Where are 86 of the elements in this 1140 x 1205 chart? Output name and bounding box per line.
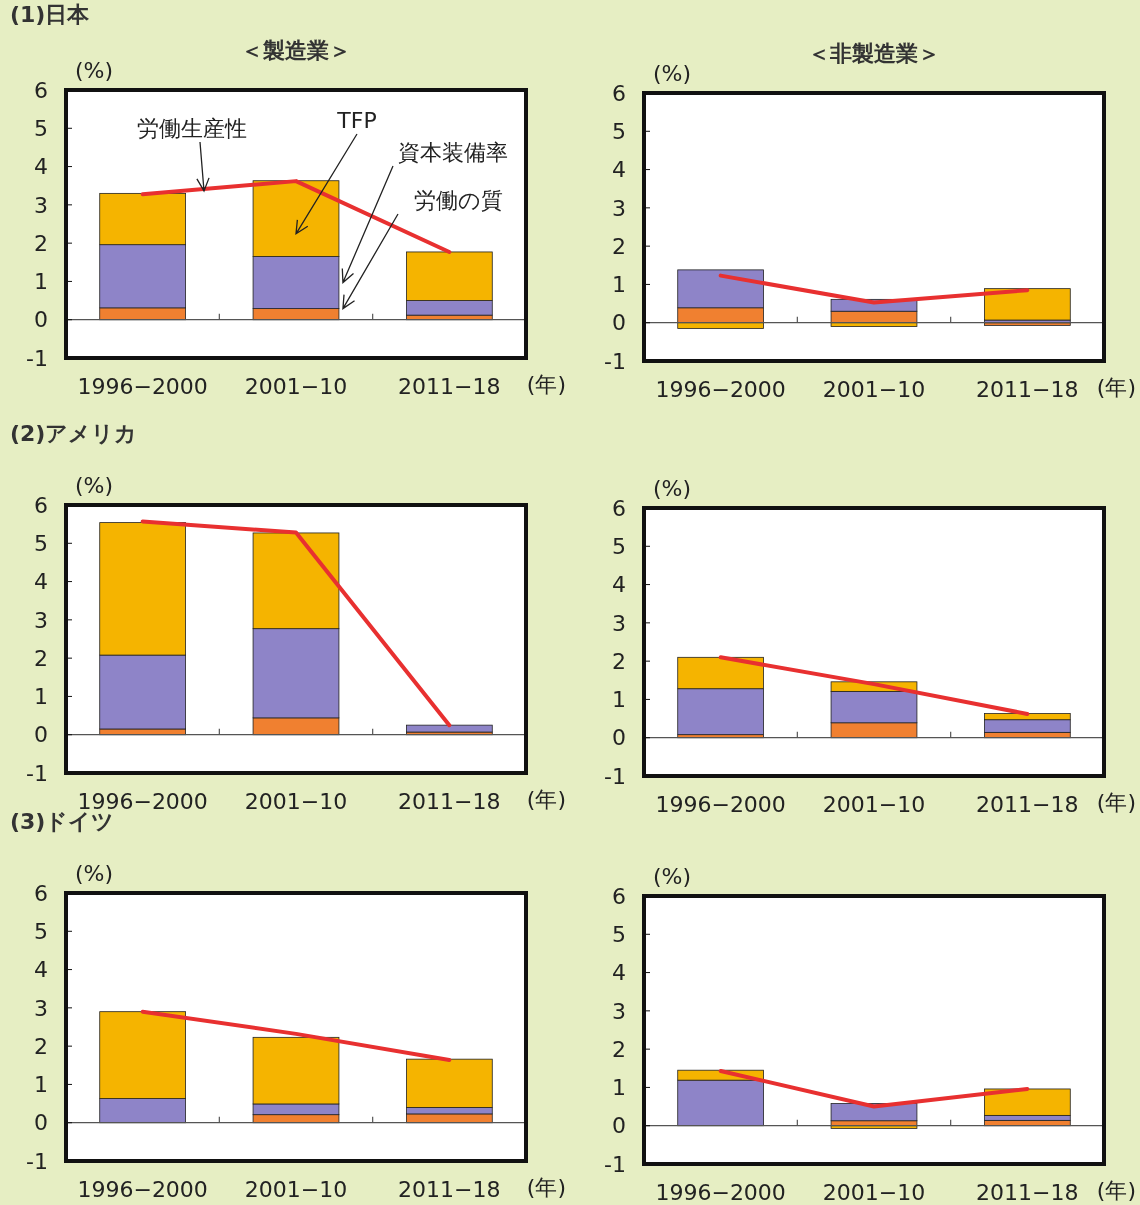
x-tick-label: 1996−2000	[655, 1180, 786, 1205]
y-tick-label: 5	[612, 118, 626, 144]
y-tick-label: -1	[26, 760, 48, 786]
y-tick-label: 6	[612, 495, 626, 521]
y-tick-label: 0	[34, 722, 48, 748]
x-axis-title: (年)	[1096, 790, 1136, 815]
y-tick-label: 1	[612, 1075, 626, 1101]
y-tick-label: 0	[612, 310, 626, 336]
chart-title: (1)日本	[10, 2, 91, 27]
y-tick-label: 3	[612, 195, 626, 221]
x-axis-title: (年)	[1096, 375, 1136, 400]
y-tick-label: 3	[34, 995, 48, 1021]
y-tick-label: 0	[34, 307, 48, 333]
y-axis-title: (%)	[74, 58, 114, 83]
x-tick-label: 2001−10	[244, 789, 348, 814]
y-tick-label: -1	[26, 1148, 48, 1174]
y-tick-label: 3	[34, 192, 48, 218]
y-tick-label: 6	[34, 492, 48, 518]
y-tick-label: 5	[34, 918, 48, 944]
x-tick-label: 2001−10	[244, 1177, 348, 1202]
chart-title: (3)ドイツ	[10, 809, 115, 834]
y-axis-title: (%)	[652, 61, 692, 86]
x-axis-title: (年)	[1096, 1178, 1136, 1203]
x-tick-label: 1996−2000	[77, 374, 208, 399]
y-tick-label: 1	[34, 269, 48, 295]
y-tick-label: -1	[26, 345, 48, 371]
x-tick-label: 1996−2000	[655, 792, 786, 817]
y-tick-label: 1	[34, 684, 48, 710]
text: TFP	[336, 108, 377, 133]
y-tick-label: 0	[612, 1113, 626, 1139]
y-tick-label: 0	[34, 1110, 48, 1136]
y-tick-label: 2	[34, 1033, 48, 1059]
x-tick-label: 2011−18	[398, 374, 501, 399]
x-tick-label: 2001−10	[822, 1180, 926, 1205]
x-tick-label: 2001−10	[244, 374, 348, 399]
x-tick-label: 2011−18	[976, 1180, 1079, 1205]
x-tick-label: 2011−18	[976, 792, 1079, 817]
y-tick-label: 2	[612, 1036, 626, 1062]
y-tick-label: 3	[612, 610, 626, 636]
y-tick-label: 2	[34, 645, 48, 671]
y-axis-title: (%)	[74, 473, 114, 498]
y-axis-title: (%)	[74, 861, 114, 886]
x-tick-label: 2011−18	[976, 377, 1079, 402]
y-tick-label: 1	[612, 272, 626, 298]
text: 労働生産性	[137, 116, 247, 141]
y-axis-title: (%)	[652, 476, 692, 501]
y-tick-label: 5	[34, 115, 48, 141]
x-axis-title: (年)	[526, 372, 566, 397]
chart-subtitle: ＜非製造業＞	[808, 41, 940, 66]
x-tick-label: 2001−10	[822, 377, 926, 402]
x-tick-label: 1996−2000	[655, 377, 786, 402]
y-tick-label: 4	[34, 154, 48, 180]
y-tick-label: 5	[34, 530, 48, 556]
chart-subtitle: ＜製造業＞	[241, 38, 351, 63]
y-tick-label: -1	[604, 763, 626, 789]
y-tick-label: 2	[612, 233, 626, 259]
y-tick-label: 4	[34, 569, 48, 595]
x-tick-label: 2011−18	[398, 789, 501, 814]
y-tick-label: 4	[612, 572, 626, 598]
y-tick-label: 6	[612, 80, 626, 106]
y-tick-label: 2	[612, 648, 626, 674]
y-tick-label: 1	[612, 687, 626, 713]
y-tick-label: 5	[612, 533, 626, 559]
y-tick-label: 4	[34, 957, 48, 983]
y-tick-label: 6	[34, 880, 48, 906]
chart-title: (2)アメリカ	[10, 421, 138, 446]
text: 労働の質	[413, 188, 503, 213]
y-tick-label: 3	[612, 998, 626, 1024]
y-tick-label: 6	[612, 883, 626, 909]
y-tick-label: -1	[604, 348, 626, 374]
x-axis-title: (年)	[526, 1175, 566, 1200]
text: 資本装備率	[398, 140, 508, 165]
y-tick-label: 1	[34, 1072, 48, 1098]
y-tick-label: 3	[34, 607, 48, 633]
x-tick-label: 2001−10	[822, 792, 926, 817]
y-tick-label: 6	[34, 77, 48, 103]
x-tick-label: 1996−2000	[77, 1177, 208, 1202]
y-tick-label: 0	[612, 725, 626, 751]
y-tick-label: 5	[612, 921, 626, 947]
x-axis-title: (年)	[526, 787, 566, 812]
y-tick-label: -1	[604, 1151, 626, 1177]
y-tick-label: 2	[34, 230, 48, 256]
y-tick-label: 4	[612, 960, 626, 986]
y-axis-title: (%)	[652, 864, 692, 889]
x-tick-label: 2011−18	[398, 1177, 501, 1202]
y-tick-label: 4	[612, 157, 626, 183]
